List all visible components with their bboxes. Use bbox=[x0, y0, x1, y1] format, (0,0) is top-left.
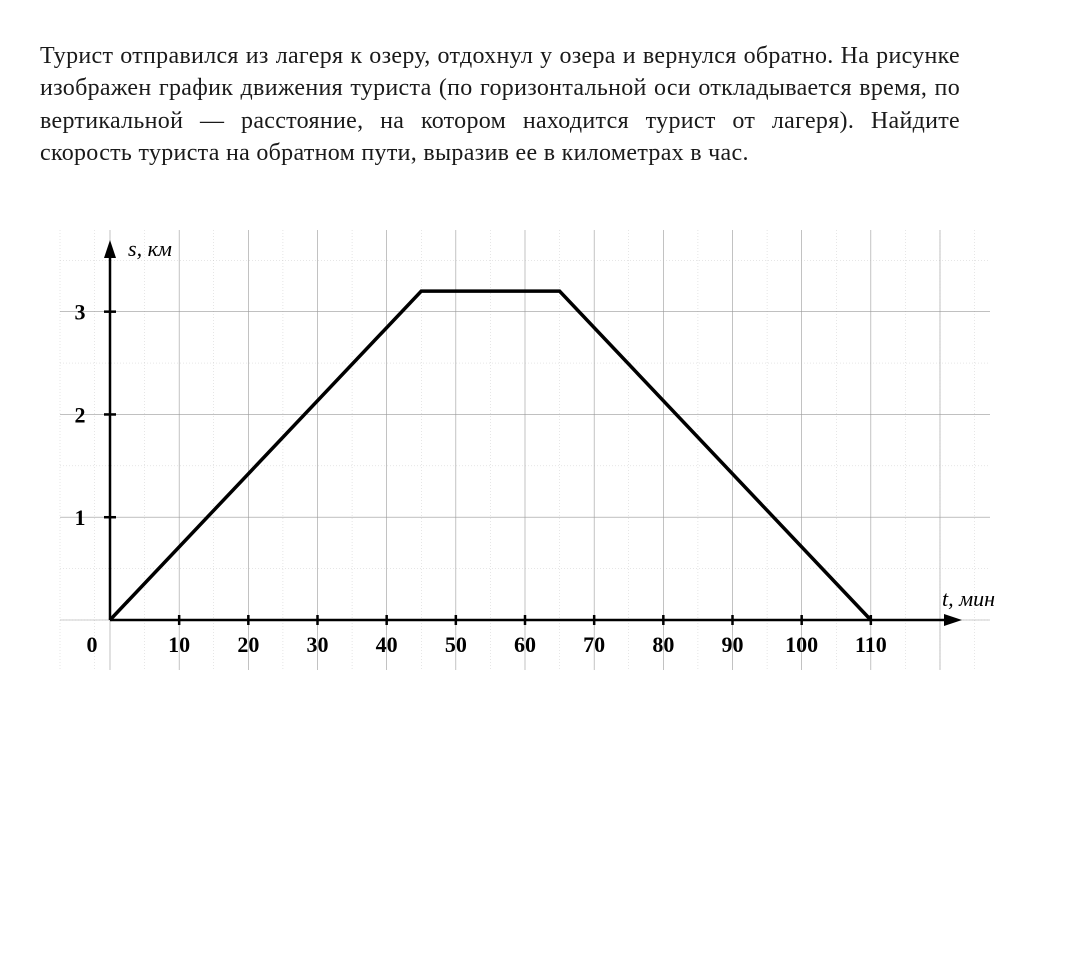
svg-text:50: 50 bbox=[445, 632, 467, 657]
svg-text:3: 3 bbox=[75, 299, 86, 324]
svg-text:s, км: s, км bbox=[128, 236, 172, 261]
svg-text:30: 30 bbox=[307, 632, 329, 657]
svg-text:2: 2 bbox=[75, 402, 86, 427]
svg-text:110: 110 bbox=[855, 632, 887, 657]
svg-text:20: 20 bbox=[237, 632, 259, 657]
svg-text:1: 1 bbox=[75, 505, 86, 530]
svg-text:70: 70 bbox=[583, 632, 605, 657]
svg-text:40: 40 bbox=[376, 632, 398, 657]
svg-text:10: 10 bbox=[168, 632, 190, 657]
svg-text:t, мин: t, мин bbox=[942, 586, 995, 611]
problem-text: Турист отправился из лагеря к озеру, отд… bbox=[40, 40, 960, 170]
chart-container: 1 2 3 10 20 30 40 50 60 70 80 90 100 110 0 s, км t, мин bbox=[40, 220, 1020, 700]
svg-text:100: 100 bbox=[785, 632, 818, 657]
motion-chart: 1 2 3 10 20 30 40 50 60 70 80 90 100 110 0 s, км t, мин bbox=[40, 220, 1020, 700]
svg-text:90: 90 bbox=[722, 632, 744, 657]
svg-text:60: 60 bbox=[514, 632, 536, 657]
svg-text:80: 80 bbox=[652, 632, 674, 657]
svg-text:0: 0 bbox=[87, 632, 98, 657]
